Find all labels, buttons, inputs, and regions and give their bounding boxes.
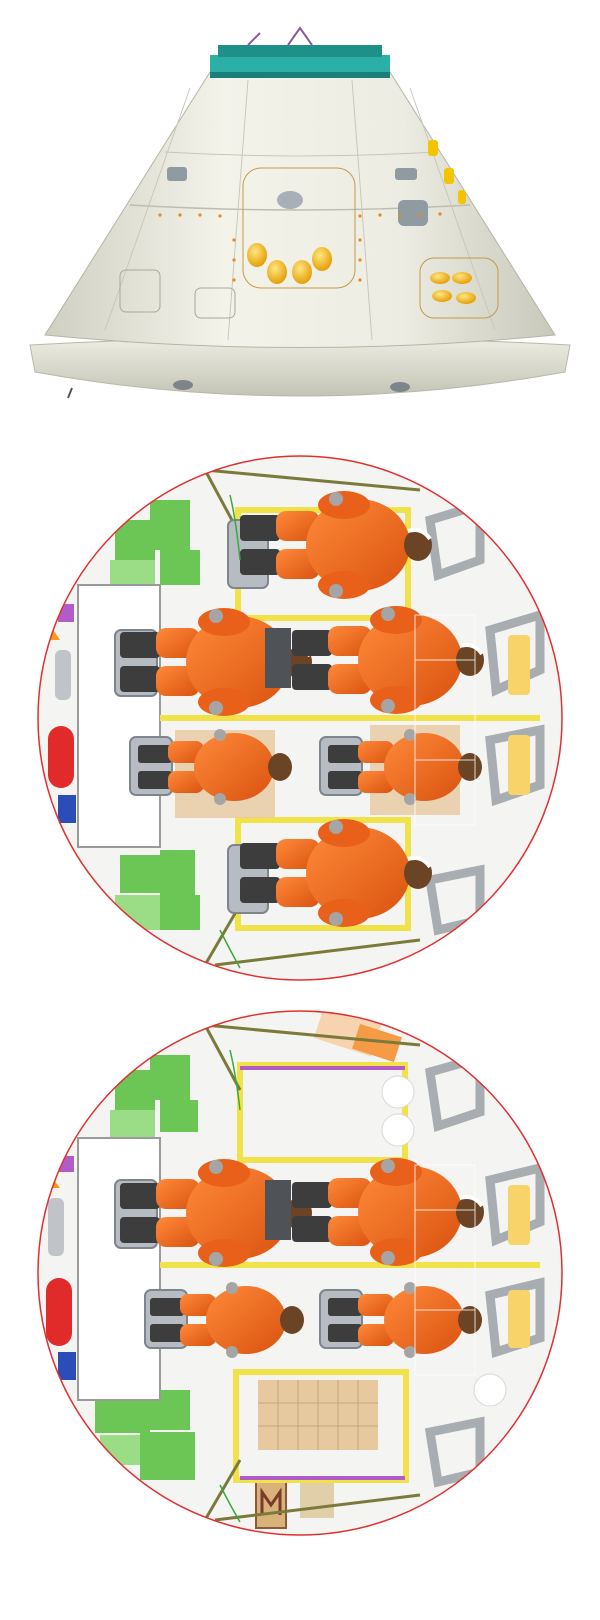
center-table xyxy=(265,628,291,688)
cabin-layout-six-crew xyxy=(37,455,563,981)
center-table xyxy=(265,1180,291,1240)
cabin-layout-four-crew xyxy=(37,1010,563,1536)
hatch-window xyxy=(277,191,303,209)
window-cluster-front xyxy=(247,243,332,284)
window-strip-edge xyxy=(428,140,466,204)
window-cluster-side xyxy=(430,272,476,304)
docking-adapter xyxy=(210,26,390,78)
cabin-boundary-top xyxy=(37,455,563,981)
cabin-boundary-bottom xyxy=(37,1010,563,1536)
capsule-exterior xyxy=(29,26,571,399)
instrument-console xyxy=(77,1137,161,1401)
instrument-console xyxy=(77,584,161,848)
